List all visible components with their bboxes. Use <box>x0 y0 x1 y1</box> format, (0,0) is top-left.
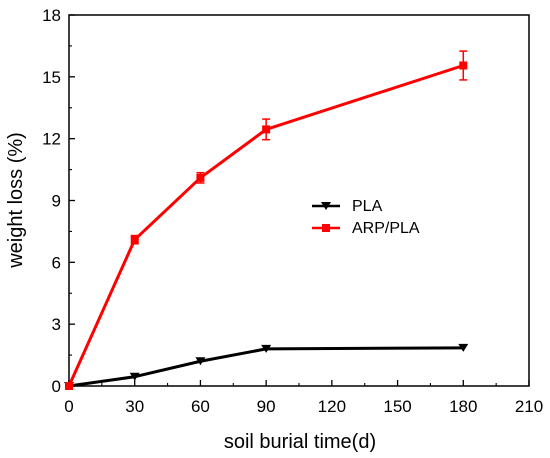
legend-label-arp-pla: ARP/PLA <box>352 220 420 237</box>
plot-frame <box>68 14 530 387</box>
data-point-pla <box>261 344 272 353</box>
y-tick-label: 9 <box>52 192 61 211</box>
legend-label-pla: PLA <box>352 198 383 215</box>
data-point-pla <box>129 372 140 381</box>
plot-border <box>68 14 530 387</box>
y-tick-label: 0 <box>52 377 61 396</box>
data-point-arp-pla <box>262 125 271 134</box>
y-tick-label: 3 <box>52 315 61 334</box>
y-tick-label: 6 <box>52 253 61 272</box>
series-layer <box>64 50 469 390</box>
axis-ticks: 0 30 60 90 120 150 180 210 0 3 6 9 12 15 18 <box>42 6 543 416</box>
data-point-arp-pla <box>65 382 73 390</box>
x-tick-label: 180 <box>449 397 477 416</box>
data-point-pla <box>195 357 206 366</box>
data-point-pla <box>458 343 469 352</box>
data-point-arp-pla <box>459 61 468 70</box>
y-tick-label: 12 <box>42 130 61 149</box>
y-tick-label: 15 <box>42 68 61 87</box>
x-tick-label: 60 <box>191 397 210 416</box>
legend: PLA ARP/PLA <box>312 198 420 237</box>
legend-marker-pla <box>321 202 331 210</box>
x-axis-title: soil burial time(d) <box>224 431 376 453</box>
x-tick-label: 210 <box>515 397 543 416</box>
x-tick-label: 30 <box>125 397 144 416</box>
legend-marker-arp-pla <box>322 224 330 232</box>
y-tick-label: 18 <box>42 6 61 25</box>
y-axis-title: weight loss (%) <box>5 132 27 269</box>
data-point-arp-pla <box>130 235 139 244</box>
data-point-arp-pla <box>196 173 205 182</box>
x-tick-label: 150 <box>383 397 411 416</box>
x-tick-label: 120 <box>318 397 346 416</box>
x-tick-label: 0 <box>64 397 73 416</box>
x-tick-label: 90 <box>257 397 276 416</box>
